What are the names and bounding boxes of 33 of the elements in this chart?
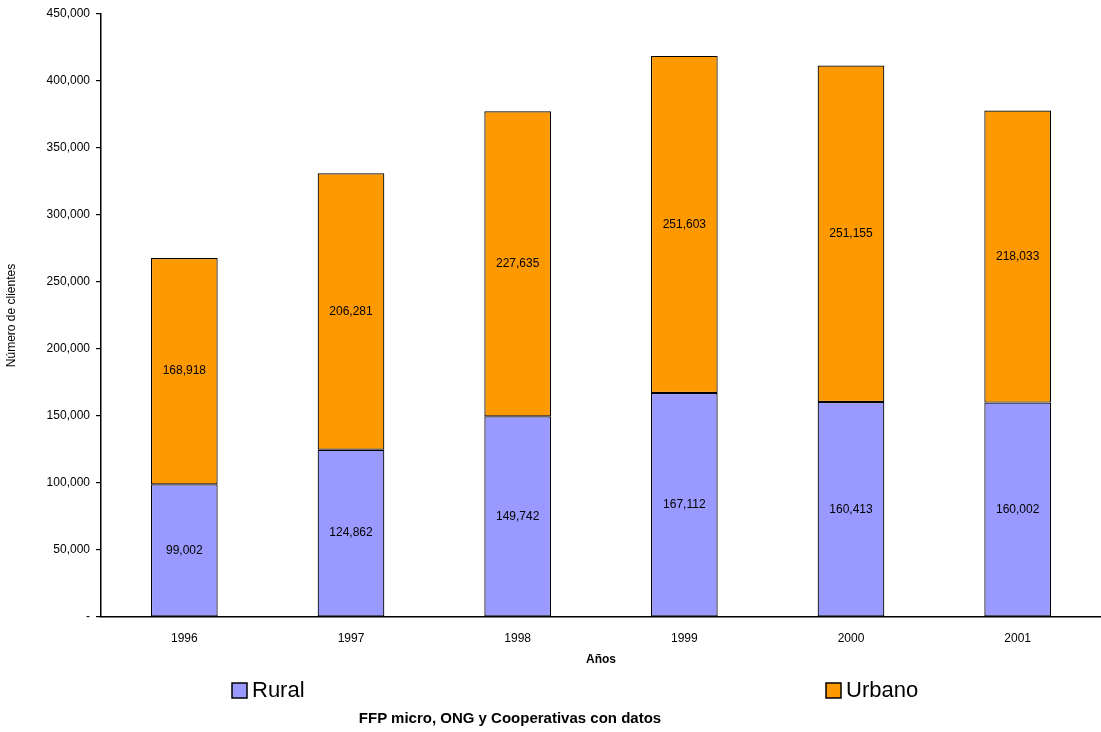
y-tick-label: 350,000: [46, 140, 91, 155]
data-label: 218,033: [995, 248, 1040, 263]
y-tick-label: 200,000: [46, 341, 91, 356]
y-tick-label: 50,000: [53, 542, 91, 557]
data-label: 206,281: [329, 303, 374, 318]
data-label: 251,155: [829, 226, 874, 241]
x-tick-label: 1998: [504, 630, 532, 645]
data-label: 160,413: [829, 501, 874, 516]
data-label: 160,002: [995, 501, 1040, 516]
y-tick-label: 450,000: [46, 6, 91, 21]
y-tick-label: 150,000: [46, 408, 91, 423]
x-tick-label: 2001: [1004, 630, 1032, 645]
data-label: 251,603: [662, 216, 707, 231]
y-tick-label: 100,000: [46, 475, 91, 490]
data-label: 227,635: [495, 256, 540, 271]
x-tick-label: 2000: [837, 630, 865, 645]
x-tick-label: 1996: [170, 630, 198, 645]
x-tick-label: 1997: [337, 630, 365, 645]
y-tick-label: -: [86, 609, 90, 624]
data-label: 124,862: [329, 525, 374, 540]
legend-label: Urbano: [846, 677, 919, 703]
y-tick-label: 400,000: [46, 73, 91, 88]
y-tick-label: 300,000: [46, 207, 91, 222]
y-tick-label: 250,000: [46, 274, 91, 289]
x-axis-title: Años: [586, 652, 617, 667]
data-label: 168,918: [162, 363, 207, 378]
legend-label: Rural: [252, 677, 305, 703]
y-axis-title: Número de clientes: [3, 263, 18, 368]
data-label: 167,112: [663, 497, 706, 512]
x-tick-label: 1999: [670, 630, 698, 645]
data-label: 149,742: [495, 508, 540, 523]
text: FFP micro, ONG y Cooperativas con datos: [358, 709, 662, 727]
data-label: 99,002: [165, 542, 204, 557]
